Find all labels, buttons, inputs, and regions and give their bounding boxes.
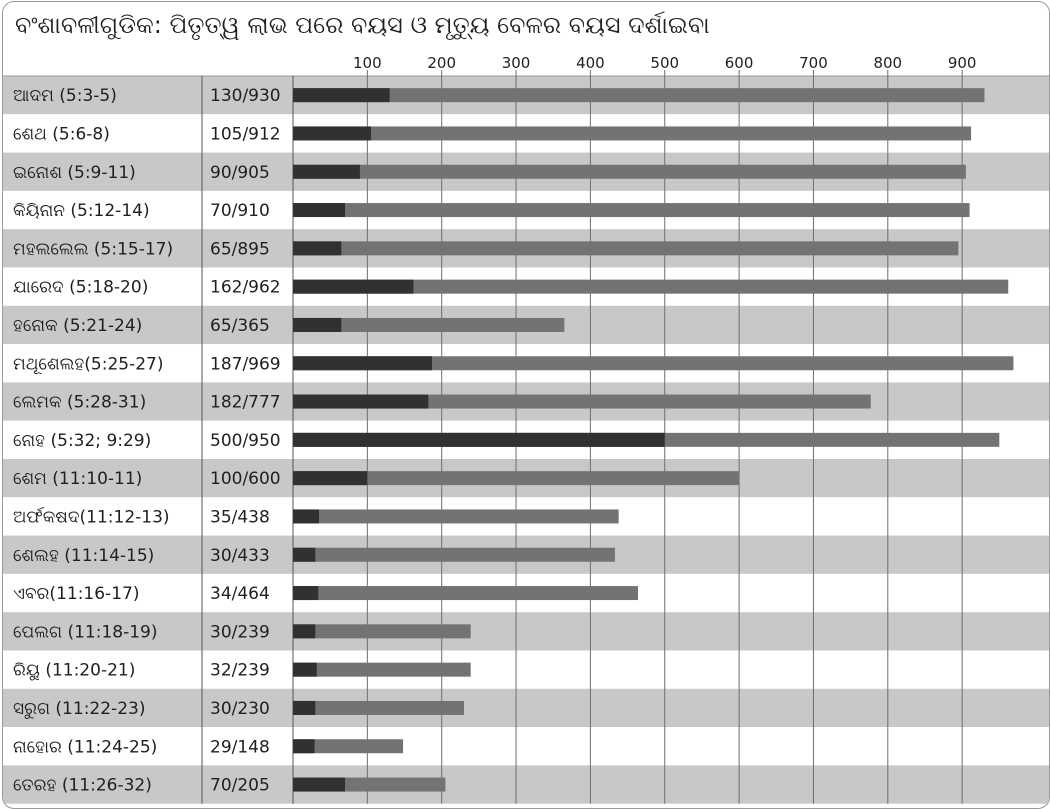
death-age-bar bbox=[293, 394, 871, 409]
fatherhood-age-bar bbox=[293, 547, 316, 562]
fatherhood-age-bar bbox=[293, 777, 346, 792]
row-value: 182/777 bbox=[210, 393, 281, 413]
row-value: 130/930 bbox=[210, 86, 281, 106]
row-value: 30/239 bbox=[210, 622, 270, 642]
fatherhood-age-bar bbox=[293, 317, 342, 332]
death-age-bar bbox=[293, 164, 966, 179]
row-value: 70/910 bbox=[210, 201, 270, 221]
row-value: 105/912 bbox=[210, 124, 281, 144]
row-label: ଇନୋଶ (5:9-11) bbox=[13, 163, 136, 183]
death-age-bar bbox=[293, 624, 471, 639]
fatherhood-age-bar bbox=[293, 88, 390, 103]
row-value: 70/205 bbox=[210, 776, 270, 796]
row-label: ଶେଥ (5:6-8) bbox=[13, 124, 110, 144]
row-value: 65/365 bbox=[210, 316, 270, 336]
row-background bbox=[3, 650, 1049, 689]
death-age-bar bbox=[293, 700, 465, 715]
row-label: ଯାରେଦ (5:18-20) bbox=[13, 278, 148, 298]
row-label: ମଥୂଶେଲହ(5:25-27) bbox=[13, 354, 164, 375]
fatherhood-age-bar bbox=[293, 662, 317, 677]
death-age-bar bbox=[293, 317, 565, 332]
death-age-bar bbox=[293, 203, 970, 218]
tick-label: 600 bbox=[725, 54, 754, 72]
death-age-bar bbox=[293, 662, 471, 677]
death-age-bar bbox=[293, 547, 615, 562]
fatherhood-age-bar bbox=[293, 394, 429, 409]
fatherhood-age-bar bbox=[293, 739, 315, 754]
fatherhood-age-bar bbox=[293, 356, 433, 371]
row-label: ତେରହ (11:26-32) bbox=[13, 776, 152, 796]
row-label: ନାହୋର (11:24-25) bbox=[13, 737, 157, 757]
death-age-bar bbox=[293, 126, 972, 141]
fatherhood-age-bar bbox=[293, 509, 320, 524]
row-label: ସରୁଗ (11:22-23) bbox=[13, 699, 145, 719]
row-value: 90/905 bbox=[210, 163, 270, 183]
row-label: କିୟିନାନ (5:12-14) bbox=[13, 201, 150, 221]
chart-title: ବଂଶାବଳୀଗୁଡିକ: ପିତୃତ୍ୱ ଲାଭ ପରେ ବୟସ ଓ ମୃତ୍… bbox=[15, 11, 710, 39]
row-background bbox=[3, 727, 1049, 766]
death-age-bar bbox=[293, 739, 404, 754]
fatherhood-age-bar bbox=[293, 279, 414, 294]
row-label: ହନୋକ (5:21-24) bbox=[13, 316, 142, 336]
death-age-bar bbox=[293, 88, 985, 103]
row-value: 34/464 bbox=[210, 584, 270, 604]
death-age-bar bbox=[293, 241, 959, 256]
row-value: 65/895 bbox=[210, 239, 270, 259]
death-age-bar bbox=[293, 356, 1014, 371]
death-age-bar bbox=[293, 279, 1009, 294]
row-value: 30/230 bbox=[210, 699, 270, 719]
row-label: ଲେମକ (5:28-31) bbox=[13, 393, 146, 413]
row-value: 35/438 bbox=[210, 507, 270, 527]
row-label: ଆଦମ (5:3-5) bbox=[13, 86, 117, 106]
row-value: 29/148 bbox=[210, 737, 270, 757]
tick-label: 100 bbox=[353, 54, 382, 72]
bar-chart: 100 200 300 400 500 600 700 800 900 ଆଦମ (5:3-5) 13… bbox=[3, 54, 1049, 804]
tick-label: 300 bbox=[502, 54, 531, 72]
fatherhood-age-bar bbox=[293, 700, 316, 715]
fatherhood-age-bar bbox=[293, 203, 346, 218]
row-value: 100/600 bbox=[210, 469, 281, 489]
row-label: ମହଲଲେଲ (5:15-17) bbox=[13, 239, 173, 259]
row-label: ଶେଲହ (11:14-15) bbox=[13, 546, 154, 566]
row-label: ନୋହ (5:32; 9:29) bbox=[13, 431, 151, 451]
tick-label: 200 bbox=[427, 54, 456, 72]
fatherhood-age-bar bbox=[293, 586, 319, 601]
row-value: 30/433 bbox=[210, 546, 270, 566]
row-label: ଏବର(11:16-17) bbox=[13, 584, 139, 604]
tick-label: 700 bbox=[799, 54, 828, 72]
fatherhood-age-bar bbox=[293, 624, 316, 639]
tick-label: 800 bbox=[873, 54, 902, 72]
row-background bbox=[3, 765, 1049, 804]
fatherhood-age-bar bbox=[293, 164, 360, 179]
row-value: 187/969 bbox=[210, 354, 281, 374]
tick-label: 400 bbox=[576, 54, 605, 72]
death-age-bar bbox=[293, 509, 619, 524]
row-label: ରିୟୁ (11:20-21) bbox=[13, 661, 135, 681]
row-label: ଅର୍ଫକଷଦ(11:12-13) bbox=[13, 506, 170, 527]
row-label: ଶେମ (11:10-11) bbox=[13, 469, 142, 489]
fatherhood-age-bar bbox=[293, 471, 368, 486]
tick-label: 900 bbox=[948, 54, 977, 72]
fatherhood-age-bar bbox=[293, 241, 342, 256]
row-value: 500/950 bbox=[210, 431, 281, 451]
row-value: 162/962 bbox=[210, 278, 281, 298]
row-background bbox=[3, 688, 1049, 728]
death-age-bar bbox=[293, 586, 638, 601]
death-age-bar bbox=[293, 471, 740, 486]
tick-label: 500 bbox=[650, 54, 679, 72]
row-value: 32/239 bbox=[210, 661, 270, 681]
fatherhood-age-bar bbox=[293, 126, 372, 141]
fatherhood-age-bar bbox=[293, 432, 665, 447]
row-background bbox=[3, 612, 1049, 651]
row-label: ପେଲଗ (11:18-19) bbox=[13, 622, 158, 642]
